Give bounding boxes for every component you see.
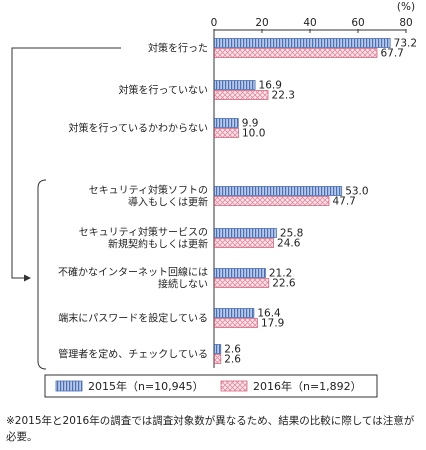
category-label: 端末にパスワードを設定している [58, 312, 208, 325]
bar-2016 [214, 90, 269, 100]
bar-2016 [214, 354, 222, 364]
bar-2015 [214, 344, 222, 354]
value-label: 10.0 [242, 128, 265, 140]
value-label: 21.2 [269, 268, 292, 280]
bar-2016 [214, 196, 330, 206]
bar-2016 [214, 48, 378, 58]
category-label-line: 不確かなインターネット回線には [58, 266, 208, 279]
bar-2016 [214, 238, 274, 248]
category-label-line: 新規契約もしくは更新 [108, 238, 208, 251]
bar-2015 [214, 268, 266, 278]
value-label: 25.8 [280, 228, 303, 240]
legend-swatch-2016 [220, 380, 248, 392]
category-label: 不確かなインターネット回線には接続しない [58, 266, 208, 291]
category-label-line: 対策を行った [148, 42, 208, 55]
value-label: 67.7 [380, 48, 403, 60]
value-label: 73.2 [394, 38, 417, 50]
value-label: 53.0 [345, 186, 368, 198]
legend-label: 2015年（n=10,945） [88, 379, 204, 393]
bar-2015 [214, 118, 239, 128]
x-tick-label: 80 [399, 17, 412, 29]
bar-2015 [214, 228, 277, 238]
x-tick-label: 20 [255, 17, 268, 29]
value-label: 2.6 [224, 344, 241, 356]
value-label: 47.7 [332, 196, 355, 208]
value-label: 17.9 [261, 318, 284, 330]
category-label: 対策を行っているかわからない [69, 122, 209, 135]
bar-2015 [214, 308, 255, 318]
category-label-line: 対策を行っていない [119, 84, 209, 97]
value-label: 16.9 [259, 80, 282, 92]
category-label-line: 接続しない [158, 278, 208, 291]
category-label-line: セキュリティ対策サービスの [79, 226, 208, 239]
bar-2015 [214, 186, 343, 196]
footnote: ※2015年と2016年の調査では調査対象数が異なるため、結果の比較に際しては注… [6, 415, 415, 443]
unit-label: (%) [397, 1, 415, 13]
legend-swatch-2015 [55, 380, 83, 392]
connector-line [11, 47, 121, 279]
category-label-line: 対策を行っているかわからない [69, 122, 209, 135]
value-label: 16.4 [257, 308, 281, 320]
bar-chart: (%) 0 20 40 60 80 対策を行った対策を行っていない対策を行っているかわから… [11, 1, 417, 398]
bar-2016 [214, 318, 258, 328]
category-label: 対策を行った [148, 42, 208, 55]
value-label: 22.3 [272, 90, 295, 102]
group-bracket [37, 179, 47, 370]
category-label: 対策を行っていない [119, 84, 209, 97]
category-label: セキュリティ対策サービスの新規契約もしくは更新 [79, 226, 208, 251]
connector-arrowhead [24, 274, 31, 282]
legend-label: 2016年（n=1,892） [253, 379, 362, 393]
bar-2015 [214, 38, 391, 48]
category-label: セキュリティ対策ソフトの導入もしくは更新 [89, 184, 208, 209]
bar-2016 [214, 278, 270, 288]
category-label-line: セキュリティ対策ソフトの [89, 184, 208, 197]
category-label-line: 管理者を定め、チェックしている [58, 348, 208, 361]
category-label-line: 端末にパスワードを設定している [58, 312, 208, 325]
x-tick-label: 0 [211, 17, 218, 29]
x-tick-label: 40 [303, 17, 316, 29]
category-label-line: 導入もしくは更新 [128, 196, 208, 209]
bar-2016 [214, 128, 239, 138]
value-label: 9.9 [242, 118, 259, 130]
value-label: 24.6 [277, 238, 301, 250]
legend-box [44, 374, 378, 398]
category-label: 管理者を定め、チェックしている [58, 348, 208, 361]
bar-2015 [214, 80, 256, 90]
x-tick-label: 60 [351, 17, 364, 29]
value-label: 22.6 [272, 278, 296, 290]
value-label: 2.6 [224, 354, 241, 366]
